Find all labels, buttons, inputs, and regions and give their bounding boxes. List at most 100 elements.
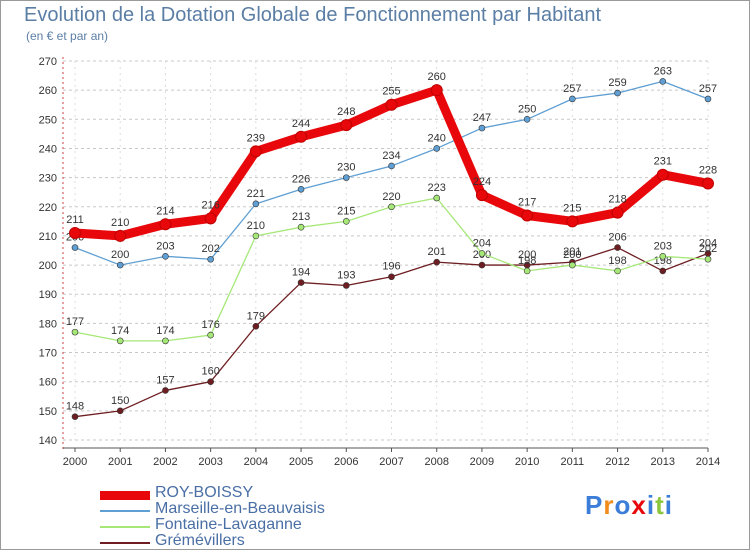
x-tick-label: 2014 bbox=[696, 456, 720, 468]
x-tick-label: 2010 bbox=[515, 456, 539, 468]
data-point bbox=[252, 200, 260, 208]
y-tick-label: 200 bbox=[39, 260, 57, 272]
data-label: 247 bbox=[473, 112, 491, 124]
data-label: 214 bbox=[156, 205, 174, 217]
data-label: 230 bbox=[337, 162, 355, 174]
data-label: 223 bbox=[428, 182, 446, 194]
data-point bbox=[478, 124, 486, 132]
logo-letter: o bbox=[614, 490, 632, 520]
data-point bbox=[569, 95, 576, 103]
x-tick-label: 2004 bbox=[244, 456, 268, 468]
data-point bbox=[116, 337, 124, 345]
legend-label: ROY-BOISSY bbox=[155, 484, 254, 501]
data-label: 176 bbox=[201, 319, 219, 331]
data-label: 218 bbox=[608, 194, 626, 206]
data-label: 202 bbox=[201, 243, 219, 255]
data-point bbox=[611, 206, 624, 219]
data-point bbox=[475, 189, 488, 202]
chart-subtitle: (en € et par an) bbox=[26, 29, 109, 43]
proxiti-logo: Proxiti bbox=[585, 490, 673, 521]
data-label: 240 bbox=[428, 132, 446, 144]
legend-swatch bbox=[100, 542, 150, 544]
data-point bbox=[71, 328, 79, 336]
y-tick-label: 170 bbox=[39, 348, 57, 360]
data-label: 259 bbox=[608, 77, 626, 89]
data-point bbox=[116, 407, 124, 415]
x-tick-label: 2005 bbox=[289, 456, 313, 468]
data-point bbox=[566, 215, 579, 228]
data-point bbox=[162, 337, 169, 345]
data-point bbox=[162, 253, 169, 260]
data-point bbox=[342, 282, 350, 289]
data-label: 210 bbox=[111, 217, 129, 229]
y-tick-label: 260 bbox=[39, 85, 57, 97]
data-point bbox=[659, 267, 667, 275]
logo-letter: i bbox=[646, 490, 656, 520]
data-label: 150 bbox=[111, 395, 129, 407]
data-point bbox=[249, 145, 262, 158]
data-point bbox=[162, 387, 169, 394]
data-point bbox=[385, 98, 398, 111]
data-label: 204 bbox=[699, 237, 717, 249]
data-label: 201 bbox=[428, 246, 446, 258]
data-point bbox=[159, 218, 172, 231]
data-point bbox=[342, 218, 350, 225]
data-label: 193 bbox=[337, 269, 355, 281]
data-point bbox=[569, 261, 576, 269]
data-label: 263 bbox=[654, 65, 672, 77]
data-label: 157 bbox=[156, 374, 174, 386]
data-label: 203 bbox=[156, 240, 174, 252]
data-point bbox=[252, 322, 260, 330]
legend-swatch bbox=[100, 510, 150, 512]
data-point bbox=[478, 261, 486, 269]
data-point bbox=[433, 258, 441, 266]
data-label: 148 bbox=[66, 401, 84, 413]
data-label: 194 bbox=[292, 267, 310, 279]
x-tick-label: 2001 bbox=[108, 456, 132, 468]
data-point bbox=[704, 255, 712, 263]
data-point bbox=[297, 223, 305, 231]
y-tick-label: 180 bbox=[39, 318, 57, 330]
legend-label: Grémévillers bbox=[155, 532, 245, 549]
y-tick-label: 190 bbox=[39, 289, 57, 301]
data-label: 179 bbox=[247, 310, 265, 322]
data-label: 203 bbox=[654, 240, 672, 252]
data-point bbox=[207, 331, 214, 339]
logo-letter: P bbox=[585, 490, 604, 520]
data-label: 200 bbox=[563, 249, 581, 261]
data-point bbox=[340, 119, 353, 132]
data-point bbox=[704, 95, 712, 103]
data-point bbox=[659, 78, 667, 85]
data-point bbox=[388, 273, 395, 281]
data-label: 174 bbox=[111, 325, 129, 337]
data-label: 213 bbox=[292, 211, 310, 223]
data-label: 210 bbox=[247, 220, 265, 232]
data-label: 204 bbox=[473, 237, 491, 249]
data-label: 244 bbox=[292, 118, 310, 130]
data-label: 220 bbox=[382, 191, 400, 203]
data-point bbox=[207, 378, 214, 385]
legend-label: Marseille-en-Beauvaisis bbox=[155, 500, 325, 517]
data-label: 196 bbox=[382, 261, 400, 273]
x-tick-label: 2006 bbox=[334, 456, 358, 468]
data-point bbox=[523, 116, 531, 123]
data-label: 198 bbox=[608, 255, 626, 267]
data-label: 202 bbox=[699, 243, 717, 255]
data-point bbox=[252, 232, 260, 240]
data-point bbox=[69, 227, 81, 240]
data-point bbox=[71, 413, 79, 420]
data-label: 257 bbox=[699, 83, 717, 95]
logo-letter: i bbox=[664, 490, 673, 520]
data-point bbox=[342, 174, 350, 181]
y-tick-label: 220 bbox=[39, 202, 57, 214]
y-tick-label: 150 bbox=[39, 406, 57, 418]
data-label: 200 bbox=[518, 249, 536, 261]
data-point bbox=[521, 209, 534, 222]
data-label: 198 bbox=[518, 255, 536, 267]
y-tick-label: 140 bbox=[39, 435, 57, 447]
x-tick-label: 2003 bbox=[198, 456, 222, 468]
legend-swatch bbox=[100, 526, 150, 528]
y-tick-label: 210 bbox=[39, 231, 57, 243]
data-label: 260 bbox=[428, 71, 446, 83]
